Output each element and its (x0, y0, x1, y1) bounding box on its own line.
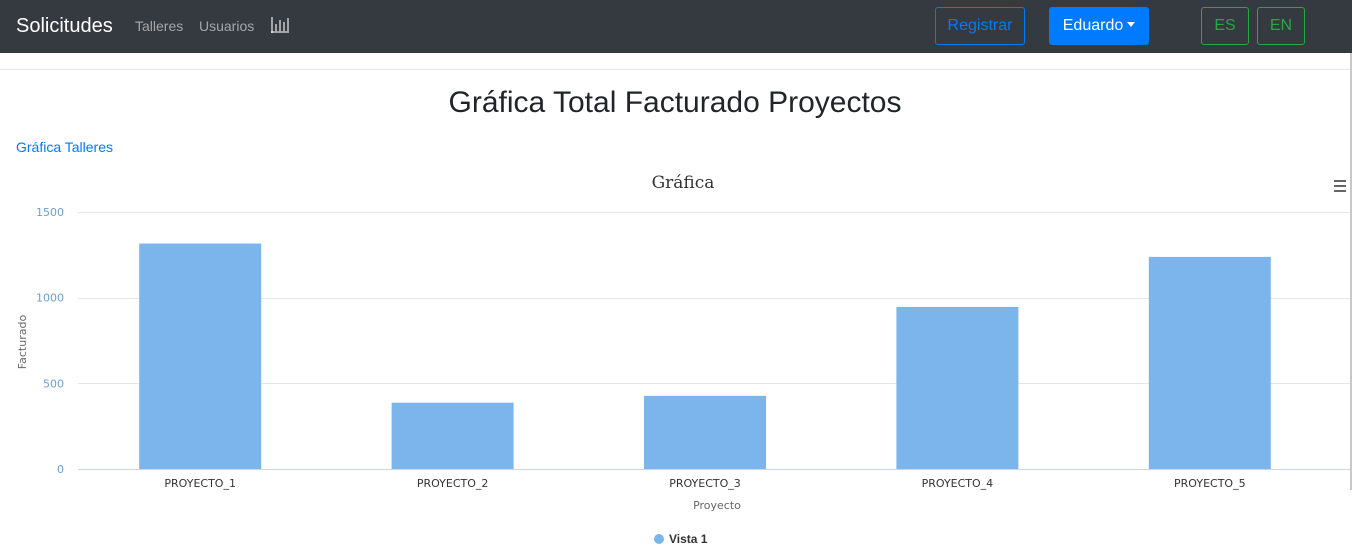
grafica-talleres-link[interactable]: Gráfica Talleres (16, 139, 114, 155)
legend-item[interactable]: Vista 1 (654, 530, 707, 546)
register-button[interactable]: Registrar (935, 7, 1025, 45)
x-tick-label: PROYECTO_1 (164, 477, 236, 490)
bar-proyecto_4[interactable] (896, 306, 1019, 469)
lang-en-button[interactable]: EN (1257, 7, 1305, 45)
bar-proyecto_2[interactable] (391, 402, 514, 469)
y-axis-label: Facturado (16, 315, 29, 370)
hamburger-menu-icon[interactable] (1334, 180, 1348, 194)
bar-proyecto_5[interactable] (1148, 256, 1271, 469)
legend-label: Vista 1 (669, 531, 708, 546)
x-tick-label: PROYECTO_4 (922, 477, 994, 490)
user-name: Eduardo (1062, 17, 1124, 34)
y-tick-label: 500 (43, 377, 64, 390)
scrollbar[interactable] (1350, 53, 1352, 490)
x-axis-label: Proyecto (693, 499, 741, 512)
y-tick-label: 1000 (36, 292, 64, 305)
bar-chart-icon[interactable] (270, 16, 290, 34)
nav-link-usuarios[interactable]: Usuarios (199, 18, 255, 34)
nav-link-talleres[interactable]: Talleres (135, 18, 184, 34)
divider (0, 69, 1350, 70)
caret-down-icon (1127, 22, 1136, 28)
chart-title: Gráfica (651, 173, 715, 193)
bar-proyecto_3[interactable] (644, 395, 766, 469)
x-tick-label: PROYECTO_5 (1174, 477, 1246, 490)
page-title: Gráfica Total Facturado Proyectos (448, 86, 902, 119)
y-tick-label: 1500 (36, 206, 64, 219)
navbar: Solicitudes Talleres Usuarios Registrar … (0, 0, 1352, 53)
lang-es-button[interactable]: ES (1201, 7, 1249, 45)
bar-proyecto_1[interactable] (139, 243, 262, 469)
user-dropdown-button[interactable]: Eduardo (1049, 7, 1149, 45)
y-tick-label: 0 (57, 463, 64, 476)
legend-dot (654, 533, 664, 544)
x-tick-label: PROYECTO_3 (669, 477, 741, 490)
brand-link[interactable]: Solicitudes (16, 15, 113, 37)
x-tick-label: PROYECTO_2 (417, 477, 489, 490)
